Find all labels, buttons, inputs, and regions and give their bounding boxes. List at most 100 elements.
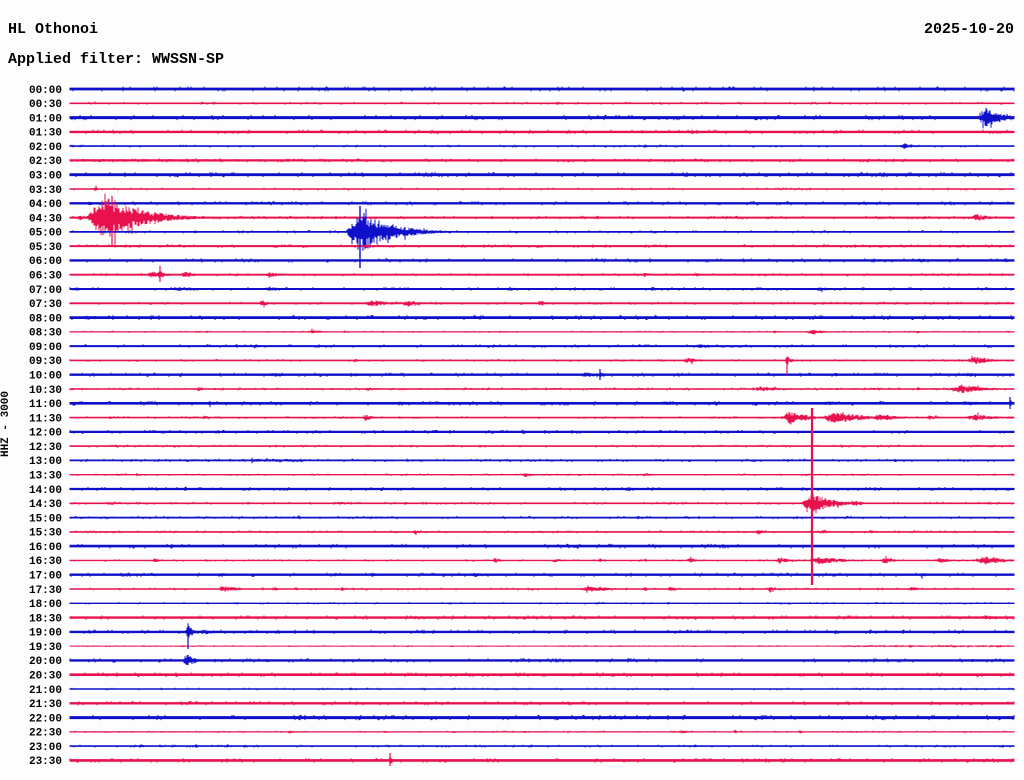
trace-row-1530 [69, 529, 1015, 535]
row-time-label: 11:30 [29, 413, 62, 425]
row-time-label: 06:30 [29, 271, 62, 283]
row-time-label: 00:30 [29, 99, 62, 111]
row-time-label: 23:00 [29, 742, 62, 754]
trace-row-2330 [69, 754, 1015, 764]
trace-row-0430 [69, 193, 1015, 248]
row-time-label: 13:00 [29, 456, 62, 468]
trace-row-1130 [69, 411, 1015, 425]
trace-row-0930 [69, 355, 1015, 366]
trace-row-0630 [69, 271, 1015, 278]
row-time-label: 04:30 [29, 213, 62, 225]
row-time-label: 22:30 [29, 728, 62, 740]
trace-row-0500 [69, 208, 1015, 251]
row-time-label: 12:00 [29, 428, 62, 440]
row-time-label: 16:30 [29, 556, 62, 568]
trace-row-1830 [69, 615, 1015, 620]
trace-row-0230 [69, 158, 1015, 163]
trace-row-1030 [69, 384, 1015, 394]
trace-row-0530 [69, 243, 1015, 248]
row-time-label: 21:00 [29, 685, 62, 697]
trace-row-0200 [69, 143, 1015, 149]
trace-row-2200 [69, 715, 1015, 721]
row-time-label: 02:30 [29, 156, 62, 168]
row-time-label: 23:30 [29, 756, 62, 768]
trace-row-0300 [69, 172, 1015, 178]
row-time-label: 09:30 [29, 356, 62, 368]
row-time-label: 21:30 [29, 699, 62, 711]
row-time-label: 05:30 [29, 242, 62, 254]
trace-row-1900 [69, 623, 1015, 640]
row-time-label: 03:30 [29, 185, 62, 197]
row-time-label: 14:30 [29, 499, 62, 511]
trace-row-1600 [69, 543, 1015, 549]
record-date: 2025-10-20 [923, 21, 1014, 38]
row-time-label: 17:00 [29, 571, 62, 583]
trace-row-1300 [69, 457, 1015, 464]
row-time-label: 20:00 [29, 656, 62, 668]
trace-row-1500 [69, 515, 1015, 520]
trace-row-1000 [69, 372, 1015, 378]
trace-row-1400 [69, 486, 1015, 491]
row-time-label: 07:30 [29, 299, 62, 311]
trace-row-0600 [69, 258, 1015, 263]
trace-row-2300 [69, 744, 1015, 748]
channel-scale-label: HHZ - 3000 [0, 391, 12, 458]
trace-row-1430 [69, 494, 1015, 514]
row-time-label: 07:00 [29, 285, 62, 297]
trace-row-2030 [69, 672, 1015, 677]
row-time-label: 18:00 [29, 599, 62, 611]
row-time-label: 16:00 [29, 542, 62, 554]
row-time-label: 11:00 [29, 399, 62, 411]
trace-row-1930 [69, 644, 1015, 648]
trace-row-0830 [69, 328, 1015, 335]
row-time-label: 08:00 [29, 313, 62, 325]
row-time-label: 15:00 [29, 513, 62, 525]
trace-row-0330 [69, 185, 1015, 192]
trace-row-2230 [69, 729, 1015, 734]
trace-row-0130 [69, 129, 1015, 134]
trace-row-1230 [69, 444, 1015, 448]
trace-row-2100 [69, 687, 1015, 691]
trace-row-0700 [69, 286, 1015, 293]
trace-row-0800 [69, 315, 1015, 320]
row-time-label: 06:00 [29, 256, 62, 268]
row-time-label: 02:00 [29, 142, 62, 154]
row-time-label: 15:30 [29, 528, 62, 540]
row-time-label: 08:30 [29, 328, 62, 340]
trace-row-0030 [69, 101, 1015, 105]
trace-row-2130 [69, 701, 1015, 706]
station-title: HL Othonoi [8, 21, 99, 38]
row-time-label: 03:00 [29, 171, 62, 183]
row-time-label: 13:30 [29, 471, 62, 483]
row-time-label: 10:30 [29, 385, 62, 397]
trace-row-1330 [69, 473, 1015, 477]
trace-row-0900 [69, 344, 1015, 349]
row-time-label: 00:00 [29, 85, 62, 97]
row-time-label: 09:00 [29, 342, 62, 354]
trace-row-1200 [69, 429, 1015, 434]
trace-row-2000 [69, 654, 1015, 666]
trace-row-1800 [69, 601, 1015, 605]
row-time-label: 17:30 [29, 585, 62, 597]
trace-row-0730 [69, 300, 1015, 308]
trace-row-1730 [69, 585, 1015, 593]
trace-row-0000 [69, 86, 1015, 92]
row-time-label: 19:30 [29, 642, 62, 654]
row-time-label: 10:00 [29, 371, 62, 383]
trace-row-0100 [69, 107, 1015, 129]
row-time-label: 01:00 [29, 113, 62, 125]
row-time-label: 18:30 [29, 613, 62, 625]
row-time-label: 22:00 [29, 713, 62, 725]
trace-row-1700 [69, 572, 1015, 579]
trace-row-1100 [69, 400, 1015, 408]
trace-row-0400 [69, 201, 1015, 206]
row-time-label: 20:30 [29, 671, 62, 683]
row-time-label: 19:00 [29, 628, 62, 640]
row-time-label: 12:30 [29, 442, 62, 454]
applied-filter-label: Applied filter: WWSSN-SP [8, 51, 225, 68]
trace-row-1630 [69, 556, 1015, 565]
row-time-label: 14:00 [29, 485, 62, 497]
row-time-label: 04:00 [29, 199, 62, 211]
